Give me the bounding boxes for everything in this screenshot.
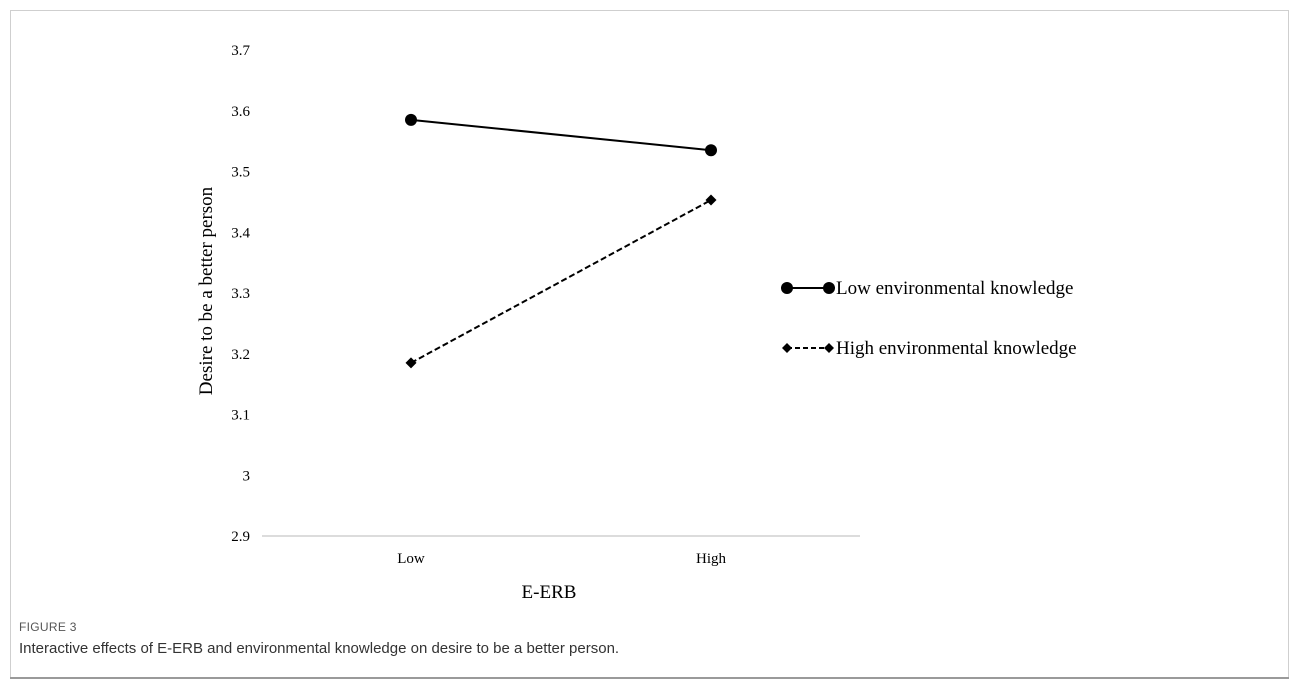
legend-marker: [824, 343, 834, 353]
y-axis-label: Desire to be a better person: [196, 186, 217, 395]
y-tick-label: 3.2: [231, 347, 250, 363]
data-point: [405, 114, 417, 126]
y-tick-label: 2.9: [231, 529, 250, 545]
x-tick-label: Low: [397, 551, 425, 567]
y-tick-labels: 2.9 3 3.1 3.2 3.3 3.4 3.5 3.6 3.7: [231, 43, 250, 545]
data-point: [705, 144, 717, 156]
legend-marker: [782, 343, 792, 353]
legend-label: High environmental knowledge: [836, 338, 1077, 359]
data-point: [406, 357, 417, 368]
series-line: [411, 200, 711, 363]
series-low-knowledge: [405, 114, 717, 156]
legend-item: Low environmental knowledge: [781, 278, 1073, 299]
y-tick-label: 3.4: [231, 225, 250, 241]
y-tick-label: 3.7: [231, 43, 250, 59]
legend-item: High environmental knowledge: [782, 338, 1077, 359]
legend: Low environmental knowledge High environm…: [781, 278, 1077, 359]
x-tick-label: High: [696, 551, 727, 567]
x-tick-labels: Low High: [397, 551, 726, 567]
y-tick-label: 3.6: [231, 104, 250, 120]
series-layer: [405, 114, 717, 368]
series-line: [411, 120, 711, 150]
y-tick-label: 3.3: [231, 286, 250, 302]
y-tick-label: 3: [243, 468, 251, 484]
series-high-knowledge: [406, 195, 717, 369]
y-tick-label: 3.5: [231, 165, 250, 181]
data-point: [706, 195, 717, 206]
legend-marker: [781, 282, 793, 294]
legend-label: Low environmental knowledge: [836, 278, 1073, 299]
figure-caption: Interactive effects of E-ERB and environ…: [19, 640, 619, 657]
legend-marker: [823, 282, 835, 294]
y-tick-label: 3.1: [231, 408, 250, 424]
figure-label: FIGURE 3: [19, 620, 77, 634]
x-axis-label: E-ERB: [522, 582, 577, 603]
